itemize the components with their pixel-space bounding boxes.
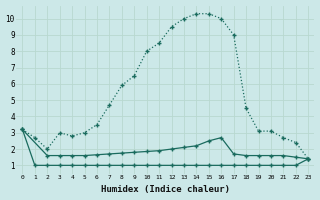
X-axis label: Humidex (Indice chaleur): Humidex (Indice chaleur) — [101, 185, 230, 194]
